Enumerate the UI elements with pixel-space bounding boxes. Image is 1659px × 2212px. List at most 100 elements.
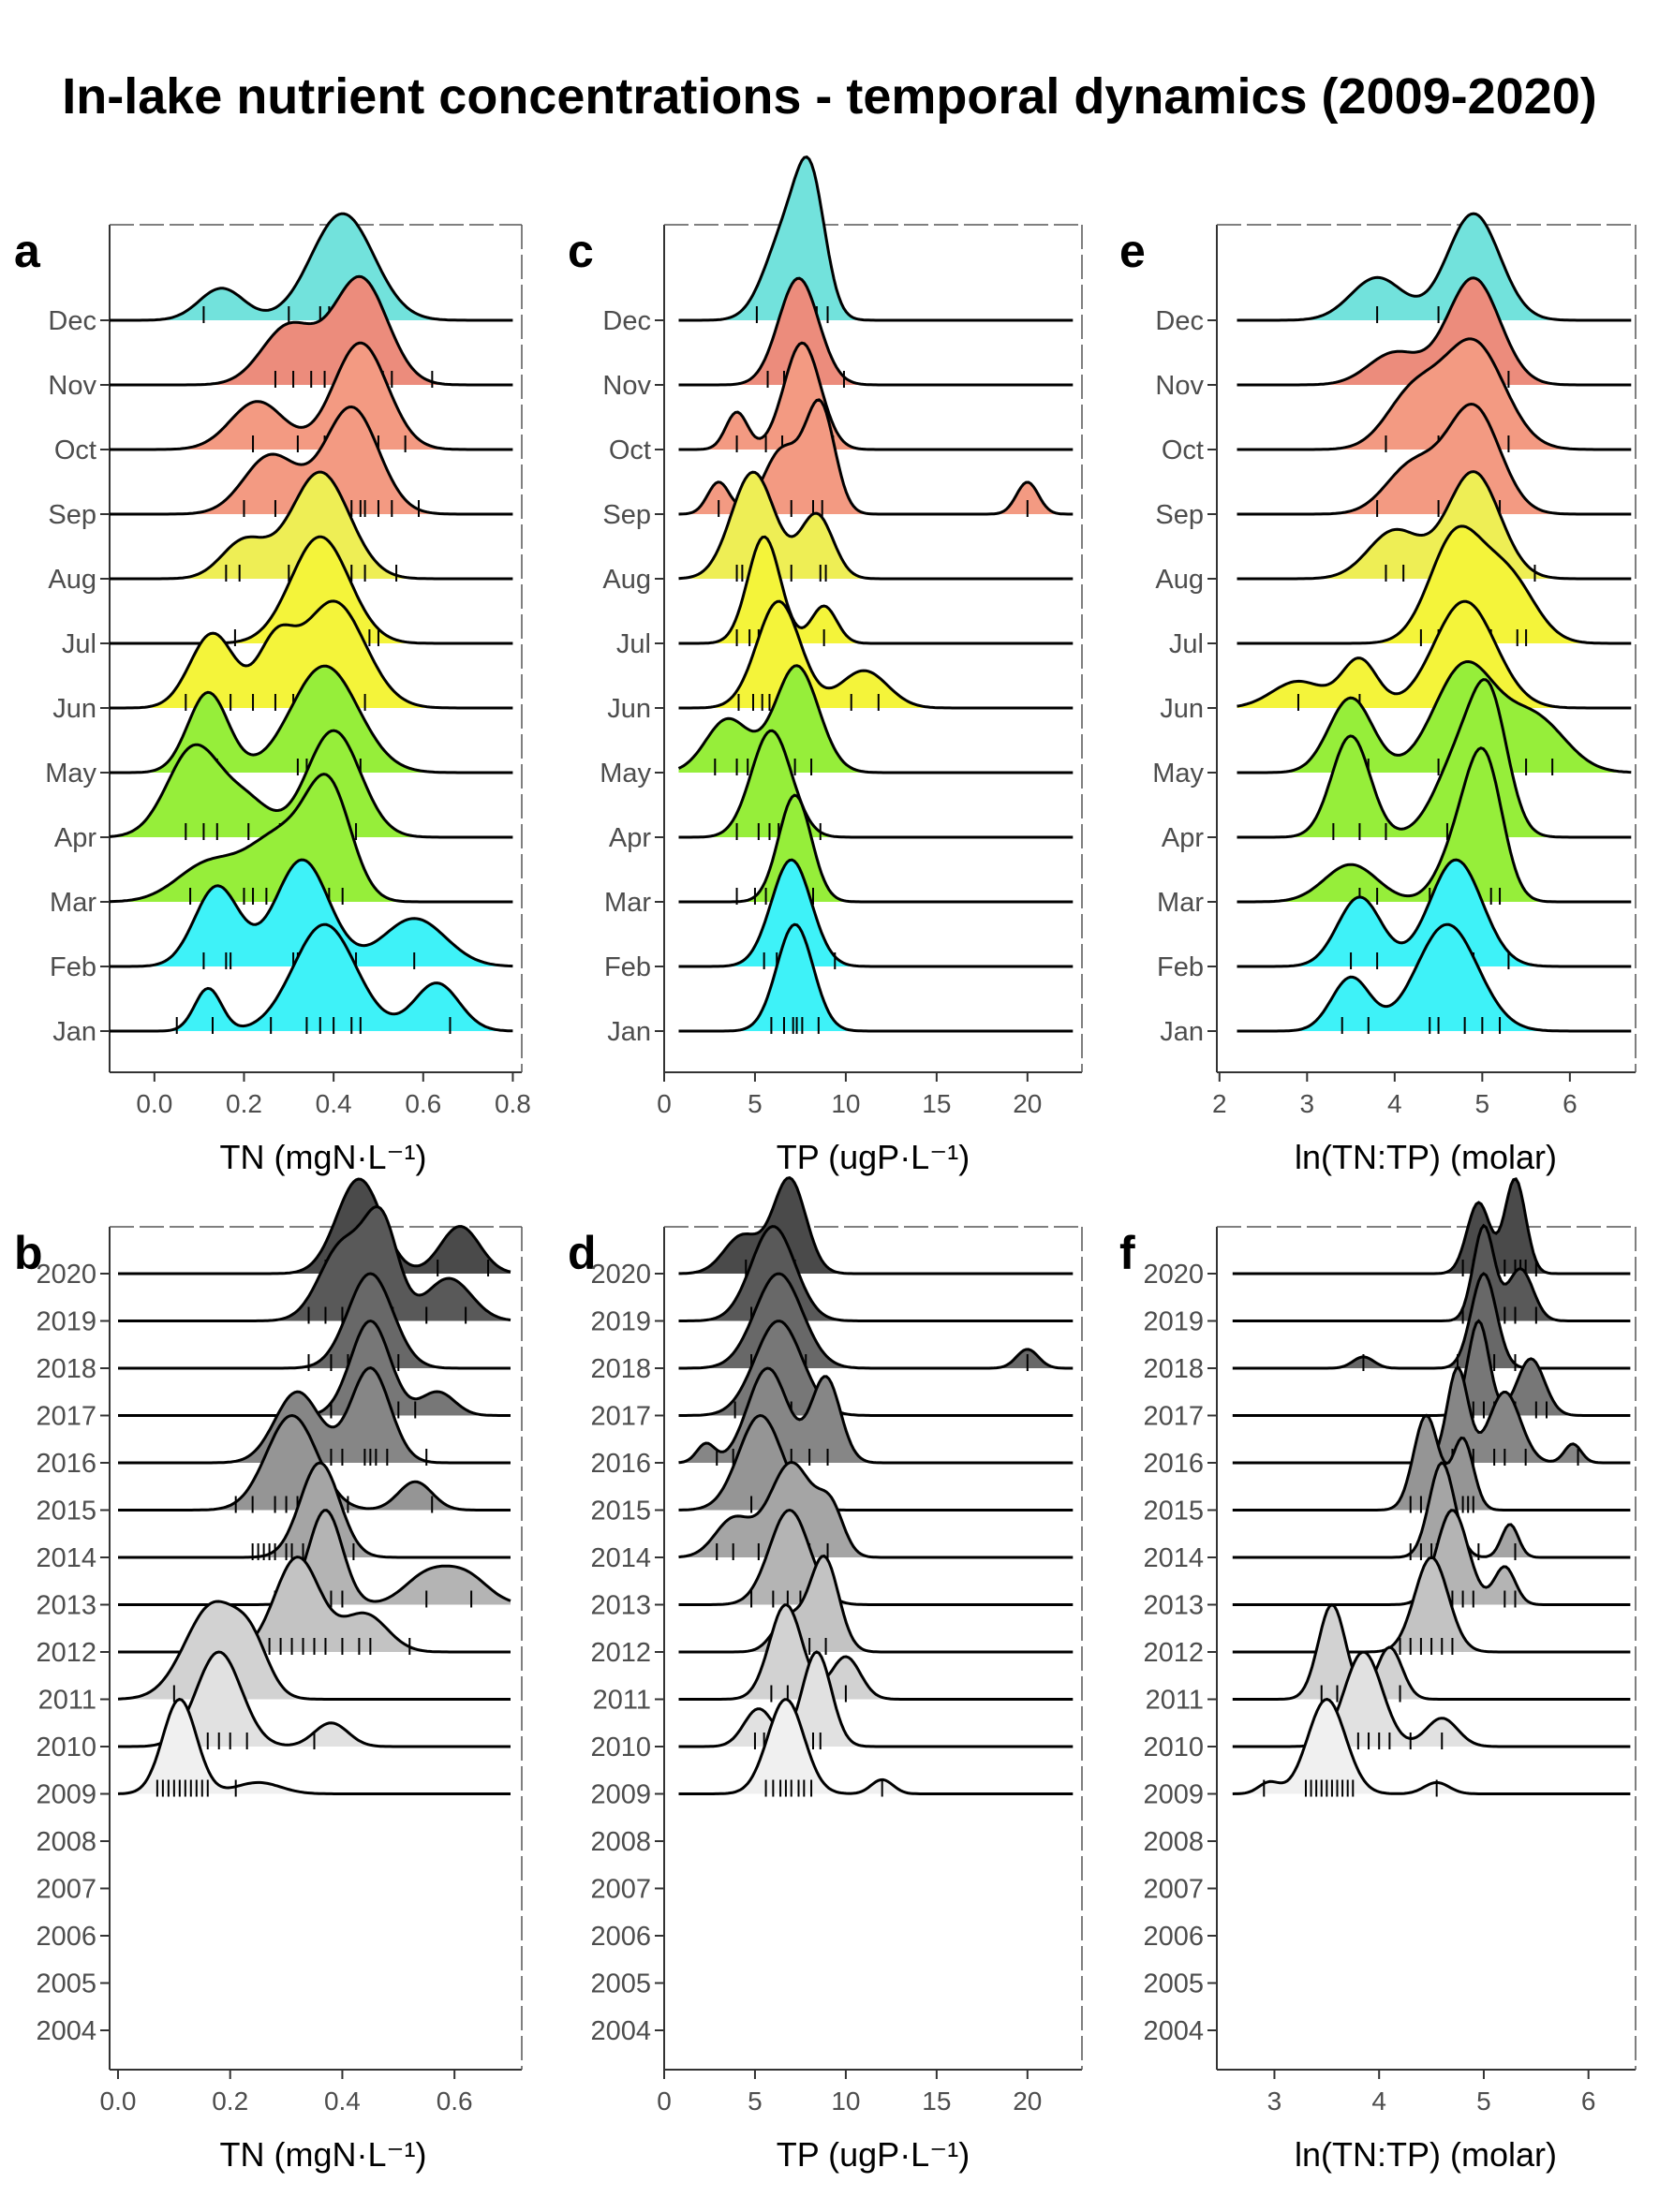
x-tick-label: 20 — [1013, 1089, 1042, 1118]
y-tick-label: 2020 — [36, 1260, 96, 1290]
y-tick-label: 2017 — [36, 1402, 96, 1432]
density-ridge — [1237, 858, 1632, 968]
density-ridge — [678, 1603, 1074, 1701]
y-tick-label: Aug — [602, 565, 651, 595]
density-ridge — [678, 341, 1074, 451]
density-fill — [110, 276, 513, 385]
y-tick-label: Dec — [602, 306, 651, 336]
panel-letter: d — [568, 1227, 597, 1279]
y-tick-label: 2012 — [590, 1638, 651, 1668]
x-axis-title: TP (ugP·L⁻¹) — [777, 1138, 970, 1176]
x-axis-title: ln(TN:TP) (molar) — [1295, 1138, 1557, 1176]
y-tick-label: 2007 — [590, 1875, 651, 1905]
x-tick-label: 0.2 — [226, 1089, 262, 1118]
figure-title: In-lake nutrient concentrations - tempor… — [62, 68, 1597, 125]
density-fill — [1232, 1178, 1631, 1274]
density-fill — [1232, 1604, 1631, 1700]
x-tick-label: 2 — [1212, 1089, 1227, 1118]
y-tick-label: Jul — [616, 629, 651, 659]
y-tick-label: 2015 — [590, 1497, 651, 1526]
x-tick-label: 0.6 — [405, 1089, 441, 1118]
x-tick-label: 20 — [1013, 2087, 1042, 2116]
y-tick-label: 2014 — [36, 1543, 96, 1573]
panel-letter: f — [1119, 1227, 1135, 1279]
density-ridge — [678, 1508, 1074, 1606]
density-ridge — [678, 1650, 1074, 1748]
y-tick-label: Sep — [48, 500, 96, 530]
y-tick-label: 2010 — [1143, 1733, 1204, 1762]
density-ridge — [110, 212, 513, 322]
y-tick-label: 2005 — [590, 1969, 651, 1999]
density-fill — [1232, 1320, 1631, 1416]
density-ridge — [678, 1554, 1074, 1654]
y-tick-label: Jan — [1160, 1017, 1204, 1047]
y-tick-label: 2020 — [1143, 1260, 1204, 1290]
density-ridge — [1237, 402, 1632, 516]
density-ridge — [678, 793, 1074, 904]
y-tick-label: Jan — [607, 1017, 651, 1047]
y-tick-label: 2013 — [36, 1591, 96, 1621]
density-fill — [1237, 924, 1632, 1031]
x-tick-label: 5 — [1475, 1089, 1490, 1118]
density-ridge — [678, 922, 1074, 1033]
y-tick-label: 2016 — [36, 1449, 96, 1479]
density-ridge — [1232, 1461, 1631, 1559]
density-ridge — [678, 729, 1074, 839]
density-ridge — [110, 405, 513, 516]
panel-c: c 0 5 10 15 20 TP (ugP·L⁻¹) Dec Nov Oct Sep Aug Jul J… — [568, 155, 1083, 1176]
density-fill — [678, 156, 1074, 320]
density-ridge — [678, 1272, 1074, 1370]
density-ridge — [678, 155, 1074, 322]
y-tick-label: 2010 — [590, 1733, 651, 1762]
density-fill — [110, 774, 513, 902]
density-ridge — [1232, 1602, 1631, 1701]
y-tick-label: Jun — [52, 694, 96, 724]
x-tick-label: 0.6 — [437, 2087, 473, 2116]
density-ridge — [117, 1697, 511, 1795]
density-fill — [678, 795, 1074, 902]
density-ridge — [678, 858, 1074, 968]
density-ridge — [677, 664, 1074, 774]
density-ridge — [110, 470, 513, 581]
density-fill — [1237, 860, 1632, 966]
density-ridge — [678, 1225, 1074, 1322]
y-tick-label: Oct — [1162, 435, 1204, 465]
y-tick-label: 2017 — [1143, 1402, 1204, 1432]
y-tick-label: 2013 — [1143, 1591, 1204, 1621]
density-fill — [118, 1367, 511, 1463]
density-fill — [678, 278, 1074, 385]
y-tick-label: May — [1152, 759, 1204, 789]
density-ridge — [1237, 470, 1632, 581]
density-ridge — [110, 858, 513, 968]
y-tick-label: 2014 — [590, 1543, 651, 1573]
y-tick-label: Mar — [50, 888, 96, 918]
y-tick-label: 2009 — [1143, 1780, 1204, 1810]
x-axis-title: TN (mgN·L⁻¹) — [220, 1138, 427, 1176]
y-tick-label: Feb — [604, 952, 651, 982]
x-tick-label: 5 — [1476, 2087, 1491, 2116]
density-ridge — [1237, 599, 1632, 710]
density-ridge — [110, 341, 513, 451]
y-tick-label: Aug — [1155, 565, 1204, 595]
y-tick-label: 2009 — [590, 1780, 651, 1810]
density-fill — [110, 924, 513, 1031]
y-tick-label: 2011 — [1146, 1686, 1204, 1716]
density-fill — [1237, 525, 1632, 643]
density-ridge — [1237, 746, 1632, 904]
y-tick-label: 2015 — [1143, 1497, 1204, 1526]
density-fill — [678, 924, 1074, 1031]
y-tick-label: 2004 — [36, 2016, 96, 2046]
density-fill — [678, 1699, 1074, 1794]
density-ridge — [110, 535, 513, 645]
y-tick-label: 2007 — [1143, 1875, 1204, 1905]
panel-e: e 2 3 4 5 6ln(TN:TP) (molar) Dec Nov Oct Sep Aug Ju… — [1119, 212, 1637, 1176]
panel-letter: c — [568, 225, 594, 277]
density-fill — [110, 343, 513, 450]
panel-letter: a — [14, 225, 41, 277]
density-ridge — [118, 1205, 511, 1322]
x-tick-label: 10 — [831, 1089, 860, 1118]
x-tick-label: 4 — [1387, 1089, 1402, 1118]
y-tick-label: Feb — [1157, 952, 1204, 982]
x-tick-label: 6 — [1563, 1089, 1578, 1118]
y-tick-label: Mar — [604, 888, 651, 918]
